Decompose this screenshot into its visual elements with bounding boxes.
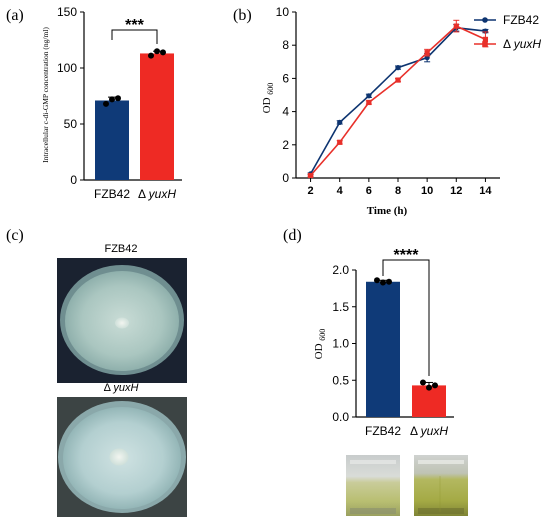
data-point [154, 48, 160, 55]
legend-marker [482, 41, 488, 47]
y-tick-label: 0 [70, 173, 77, 187]
y-tick-label: 4 [282, 105, 289, 119]
legend-label: FZB42 [503, 13, 539, 27]
panel-b-y-axis-title: OD 600 [261, 83, 275, 114]
x-tick-label: 2 [308, 185, 314, 197]
data-point [374, 277, 380, 284]
data-point [380, 279, 386, 286]
y-tick-label: 1.5 [332, 300, 349, 314]
bar [412, 385, 446, 417]
x-tick-label: 12 [450, 185, 462, 197]
y-tick-label: 2.0 [332, 263, 349, 277]
y-tick-label: 10 [276, 5, 290, 19]
data-point [432, 382, 438, 389]
bar [366, 281, 400, 417]
y-tick-label: 6 [282, 71, 289, 85]
data-point [386, 278, 392, 285]
x-tick-label: 8 [395, 185, 401, 197]
panel-d-tube-photos [346, 455, 468, 516]
plate-label-fzb42: FZB42 [104, 243, 137, 255]
data-point [453, 23, 459, 29]
data-point [337, 119, 343, 125]
plate-label-yuxh: Δ yuxH [104, 382, 139, 394]
bar [95, 100, 129, 180]
panel-d-significance-label: **** [394, 247, 420, 264]
panel-label-c: (c) [6, 227, 24, 244]
data-point [115, 95, 121, 102]
panel-c-plate-photos: FZB42 Δ yuxH [57, 243, 187, 517]
data-point [366, 93, 372, 99]
panel-b-chart: OD 600 Time (h) 0 2 4 6 8 10 2 4 6 8 10 12 14 FZB42 Δ… [261, 5, 541, 217]
y-tick-label: 50 [64, 117, 78, 131]
y-tick-label: 100 [57, 61, 77, 75]
legend-label: Δ yuxH [503, 37, 541, 51]
panel-d-y-axis-title: OD 600 [313, 329, 327, 360]
panel-d-significance-bracket [382, 259, 430, 376]
data-point [424, 50, 430, 56]
data-point [307, 172, 314, 179]
data-point [366, 99, 372, 106]
category-label: FZB42 [365, 424, 401, 438]
x-tick-label: 4 [337, 185, 344, 197]
series-line [309, 25, 486, 177]
x-tick-label: 10 [421, 185, 433, 197]
y-tick-label: 1.0 [332, 337, 349, 351]
y-tick-label: 2 [282, 138, 289, 152]
panel-d-chart: OD 600 0.0 0.5 1.0 1.5 2.0 FZB42 Δ yuxH **** [313, 247, 454, 438]
panel-a-significance-label: *** [125, 17, 144, 34]
panel-label-d: (d) [283, 227, 302, 244]
data-point [426, 384, 432, 391]
legend-marker [482, 17, 488, 23]
data-point [160, 49, 166, 56]
category-label: Δ yuxH [410, 424, 448, 438]
x-tick-label: 6 [366, 185, 372, 197]
category-label: FZB42 [94, 187, 130, 201]
tube-photo-fzb42 [346, 455, 400, 516]
data-point [337, 139, 343, 145]
y-tick-label: 8 [282, 38, 289, 52]
category-label: Δ yuxH [138, 187, 176, 201]
data-point [482, 36, 489, 42]
bar [140, 53, 174, 180]
y-tick-label: 0 [282, 171, 289, 185]
colony-yuxh [109, 448, 129, 466]
panel-label-b: (b) [233, 7, 252, 24]
data-point [148, 52, 154, 59]
data-point [420, 379, 426, 386]
panel-a-chart: Intracellular c-di-GMP concentration (ng… [41, 5, 182, 201]
series-line [309, 26, 486, 175]
data-point [103, 100, 109, 107]
panel-label-a: (a) [6, 7, 24, 24]
data-point [395, 77, 401, 83]
panel-a-significance-bracket [111, 29, 158, 44]
tube-photo-yuxh [414, 455, 468, 516]
panel-b-x-axis-title: Time (h) [367, 205, 408, 217]
y-tick-label: 150 [57, 5, 77, 19]
y-tick-label: 0.0 [332, 410, 349, 424]
panel-a-y-axis-title: Intracellular c-di-GMP concentration (ng… [41, 27, 50, 163]
colony-fzb42 [115, 317, 129, 329]
data-point [109, 96, 115, 103]
y-tick-label: 0.5 [332, 373, 349, 387]
data-point [395, 65, 401, 71]
x-tick-label: 14 [479, 185, 492, 197]
